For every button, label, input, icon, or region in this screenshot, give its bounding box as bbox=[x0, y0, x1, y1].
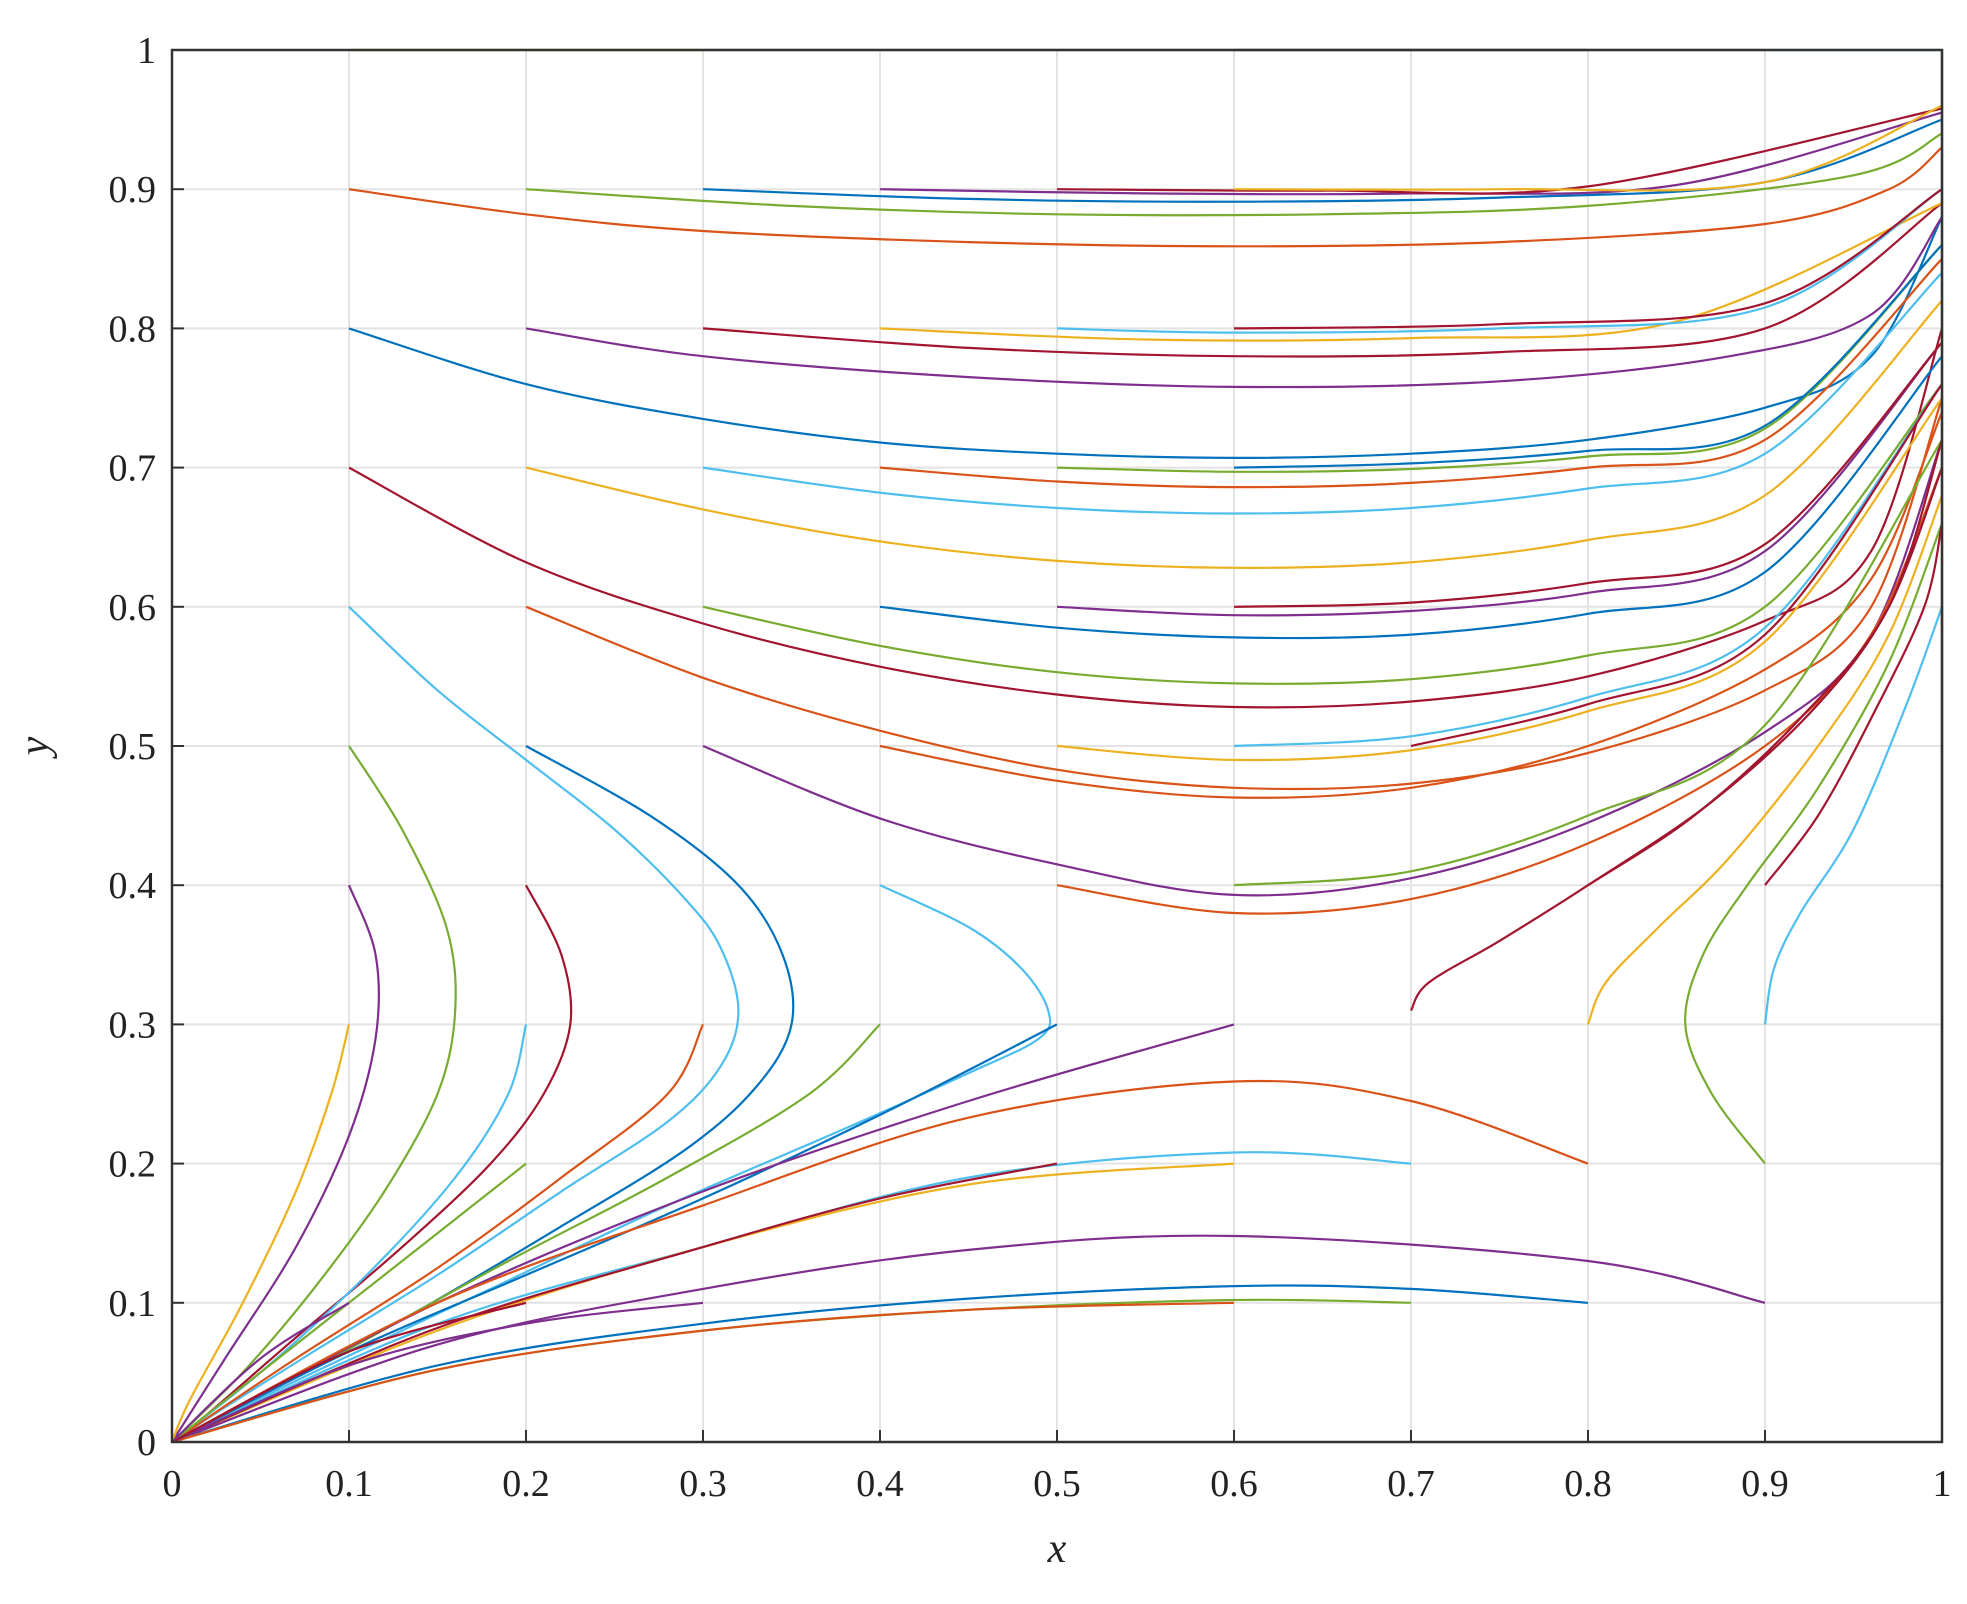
trajectory-line-1 bbox=[348, 146, 1943, 248]
trajectory-line-5 bbox=[1056, 107, 1943, 195]
trajectory-line-28 bbox=[879, 411, 1944, 799]
trajectory-line-58 bbox=[171, 1301, 704, 1444]
trajectory-line-60 bbox=[171, 1301, 350, 1443]
trajectory-line-31 bbox=[1410, 383, 1943, 748]
trajectory-line-11 bbox=[1056, 188, 1943, 334]
trajectory-line-55 bbox=[171, 1284, 1589, 1444]
trajectory-line-33 bbox=[171, 884, 573, 1443]
y-axis-label: y bbox=[12, 736, 58, 759]
x-tick-label: 1 bbox=[1933, 1463, 1952, 1505]
x-tick-label: 0.2 bbox=[502, 1463, 550, 1505]
x-tick-label: 0.3 bbox=[679, 1463, 727, 1505]
trajectory-line-49 bbox=[171, 1079, 1589, 1443]
trajectory-line-29 bbox=[1056, 397, 1943, 762]
trajectory-line-32 bbox=[171, 884, 380, 1443]
trajectory-line-22 bbox=[879, 355, 1943, 640]
trajectory-line-39 bbox=[1586, 495, 1944, 1025]
x-axis-label: x bbox=[1047, 1526, 1067, 1572]
x-tick-label: 0.9 bbox=[1741, 1463, 1789, 1505]
trajectory-line-40 bbox=[1684, 522, 1944, 1165]
trajectory-line-30 bbox=[1233, 383, 1943, 748]
y-tick-label: 0.7 bbox=[109, 448, 157, 490]
y-tick-label: 0.2 bbox=[109, 1144, 157, 1186]
trajectory-line-6 bbox=[1233, 104, 1943, 192]
x-tick-label: 0 bbox=[163, 1463, 182, 1505]
y-tick-label: 0.4 bbox=[109, 865, 157, 907]
x-tick-label: 0.4 bbox=[856, 1463, 904, 1505]
trajectory-line-13 bbox=[348, 328, 1944, 709]
trajectory-line-43 bbox=[170, 1024, 351, 1443]
x-tick-label: 0.1 bbox=[325, 1463, 373, 1505]
trajectory-line-35 bbox=[1056, 467, 1944, 915]
trajectory-line-54 bbox=[171, 1234, 1766, 1444]
x-tick-label: 0.5 bbox=[1033, 1463, 1081, 1505]
trajectory-line-57 bbox=[171, 1301, 1235, 1444]
trajectory-line-41 bbox=[1764, 523, 1944, 886]
trajectory-line-18 bbox=[1233, 244, 1943, 469]
y-tick-label: 1 bbox=[137, 30, 156, 72]
trajectory-line-14 bbox=[525, 299, 1943, 569]
trajectory-line-12 bbox=[1233, 188, 1943, 330]
trajectory-line-7 bbox=[348, 216, 1943, 460]
y-tick-label: 0.1 bbox=[109, 1283, 157, 1325]
trajectory-line-38 bbox=[1587, 439, 1944, 887]
y-tick-label: 0.5 bbox=[109, 726, 157, 768]
x-axis-ticks: 0 0.1 0.2 0.3 0.4 0.5 0.6 0.7 0.8 0.9 1 bbox=[163, 1430, 1952, 1505]
trajectory-line-8 bbox=[525, 216, 1943, 389]
trajectory-line-59 bbox=[171, 1301, 527, 1443]
trajectory-line-25 bbox=[171, 745, 457, 1443]
trajectory-line-21 bbox=[702, 383, 1943, 685]
trajectory-line-47 bbox=[171, 1023, 1058, 1443]
y-tick-label: 0.8 bbox=[109, 308, 157, 350]
y-tick-label: 0.6 bbox=[109, 587, 157, 629]
trajectory-line-16 bbox=[879, 258, 1943, 489]
y-tick-label: 0 bbox=[137, 1422, 156, 1464]
trajectory-line-10 bbox=[879, 202, 1943, 342]
trajectory-line-2 bbox=[525, 132, 1943, 217]
y-tick-label: 0.3 bbox=[109, 1004, 157, 1046]
y-tick-label: 0.9 bbox=[109, 169, 157, 211]
x-tick-label: 0.8 bbox=[1564, 1463, 1612, 1505]
trajectory-line-36 bbox=[1233, 439, 1943, 887]
trajectory-line-9 bbox=[702, 202, 1943, 358]
y-axis-ticks: 0 0.1 0.2 0.3 0.4 0.5 0.6 0.7 0.8 0.9 1 bbox=[109, 30, 184, 1464]
trajectory-line-20 bbox=[525, 397, 1944, 791]
trajectory-line-37 bbox=[1410, 467, 1944, 1012]
trajectory-line-42 bbox=[1763, 606, 1944, 1025]
trajectory-line-45 bbox=[171, 1023, 704, 1443]
trajectory-line-24 bbox=[1233, 341, 1943, 608]
x-tick-label: 0.7 bbox=[1387, 1463, 1435, 1505]
x-tick-label: 0.6 bbox=[1210, 1463, 1258, 1505]
trajectory-line-15 bbox=[702, 271, 1943, 515]
trajectory-line-19 bbox=[171, 605, 740, 1443]
trajectory-line-23 bbox=[1056, 341, 1943, 617]
trajectory-line-17 bbox=[1056, 244, 1943, 473]
